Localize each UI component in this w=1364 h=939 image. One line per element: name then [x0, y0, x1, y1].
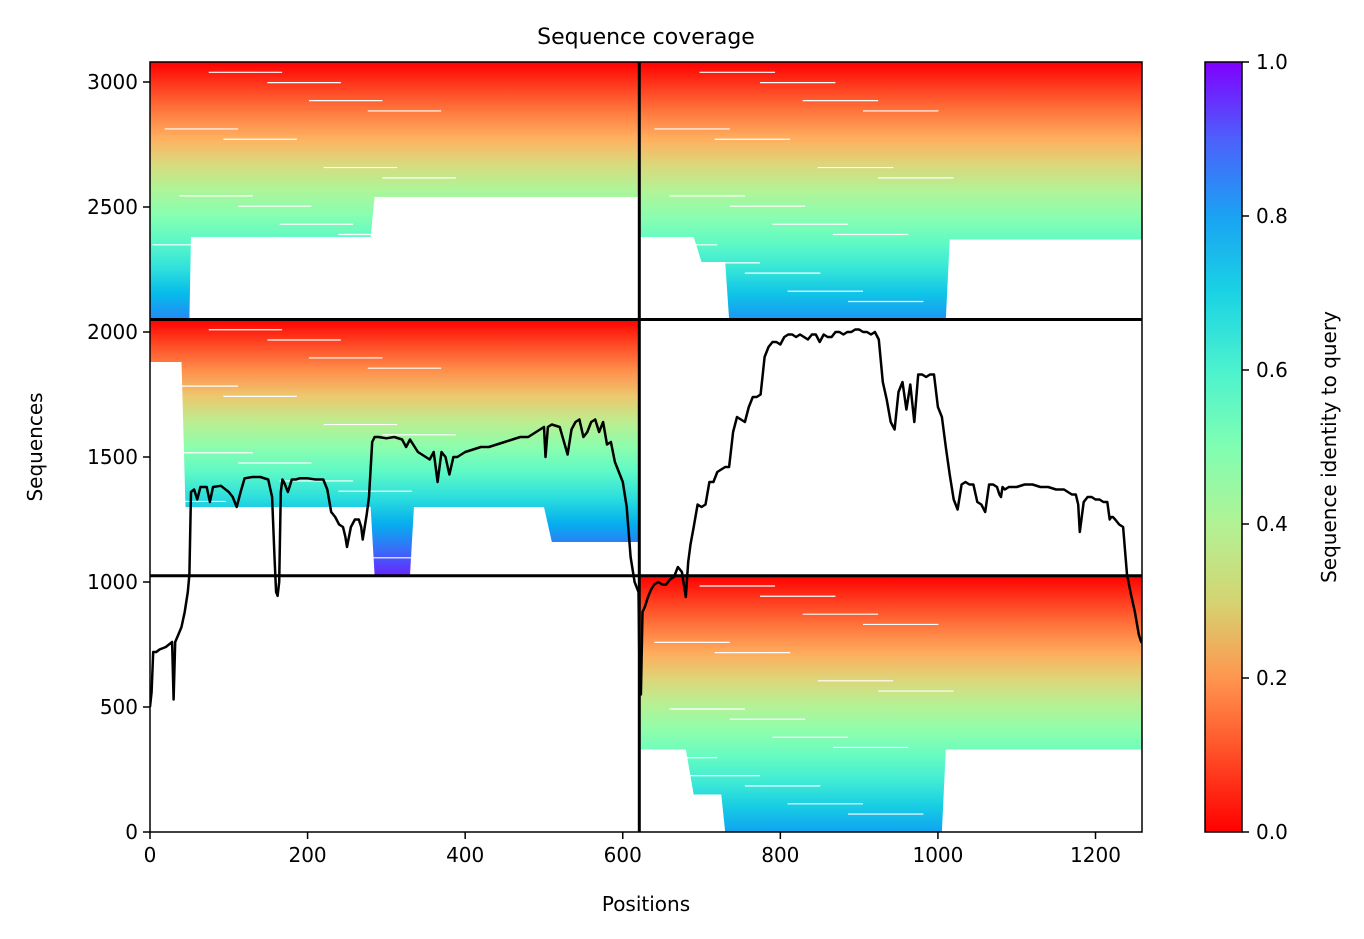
coverage-line [150, 328, 1142, 708]
plot-frame [149, 61, 1143, 833]
y-tick-label: 1500 [87, 445, 138, 469]
colorbar-ticks: 0.0 0.2 0.4 0.6 0.8 1.0 [1242, 50, 1288, 844]
coverage-blocks [150, 62, 1142, 832]
y-tick-label: 2000 [87, 320, 138, 344]
coverage-block [639, 62, 1142, 320]
colorbar-tick-label: 0.0 [1256, 820, 1288, 844]
colorbar-gradient [1205, 62, 1242, 832]
x-tick-label: 400 [446, 843, 484, 867]
y-tick-label: 2500 [87, 195, 138, 219]
colorbar-tick-label: 0.4 [1256, 512, 1288, 536]
y-tick-label: 3000 [87, 70, 138, 94]
x-axis-label: Positions [602, 892, 690, 916]
colorbar: 0.0 0.2 0.4 0.6 0.8 1.0 Sequence identity to … [1204, 50, 1341, 844]
x-tick-label: 200 [288, 843, 326, 867]
x-axis: 0 200 400 600 800 1000 1200 [144, 832, 1121, 867]
y-tick-label: 0 [125, 820, 138, 844]
colorbar-label: Sequence identity to query [1317, 311, 1341, 583]
coverage-line-layer [150, 328, 1142, 708]
colorbar-tick-label: 0.2 [1256, 666, 1288, 690]
coverage-block [150, 319, 640, 575]
x-tick-label: 1000 [912, 843, 963, 867]
colorbar-tick-label: 0.6 [1256, 358, 1288, 382]
x-tick-label: 0 [144, 843, 157, 867]
y-axis-label: Sequences [23, 392, 47, 501]
x-tick-label: 1200 [1070, 843, 1121, 867]
x-tick-label: 800 [761, 843, 799, 867]
y-axis: 0 500 1000 1500 2000 2500 3000 [87, 70, 150, 844]
coverage-block [639, 575, 1142, 832]
colorbar-frame [1204, 61, 1243, 833]
y-tick-label: 500 [100, 695, 138, 719]
chart-title: Sequence coverage [537, 25, 755, 50]
colorbar-tick-label: 0.8 [1256, 204, 1288, 228]
colorbar-tick-label: 1.0 [1256, 50, 1288, 74]
coverage-block [150, 62, 640, 320]
block-dividers [150, 62, 1142, 832]
y-tick-label: 1000 [87, 570, 138, 594]
x-tick-label: 600 [604, 843, 642, 867]
